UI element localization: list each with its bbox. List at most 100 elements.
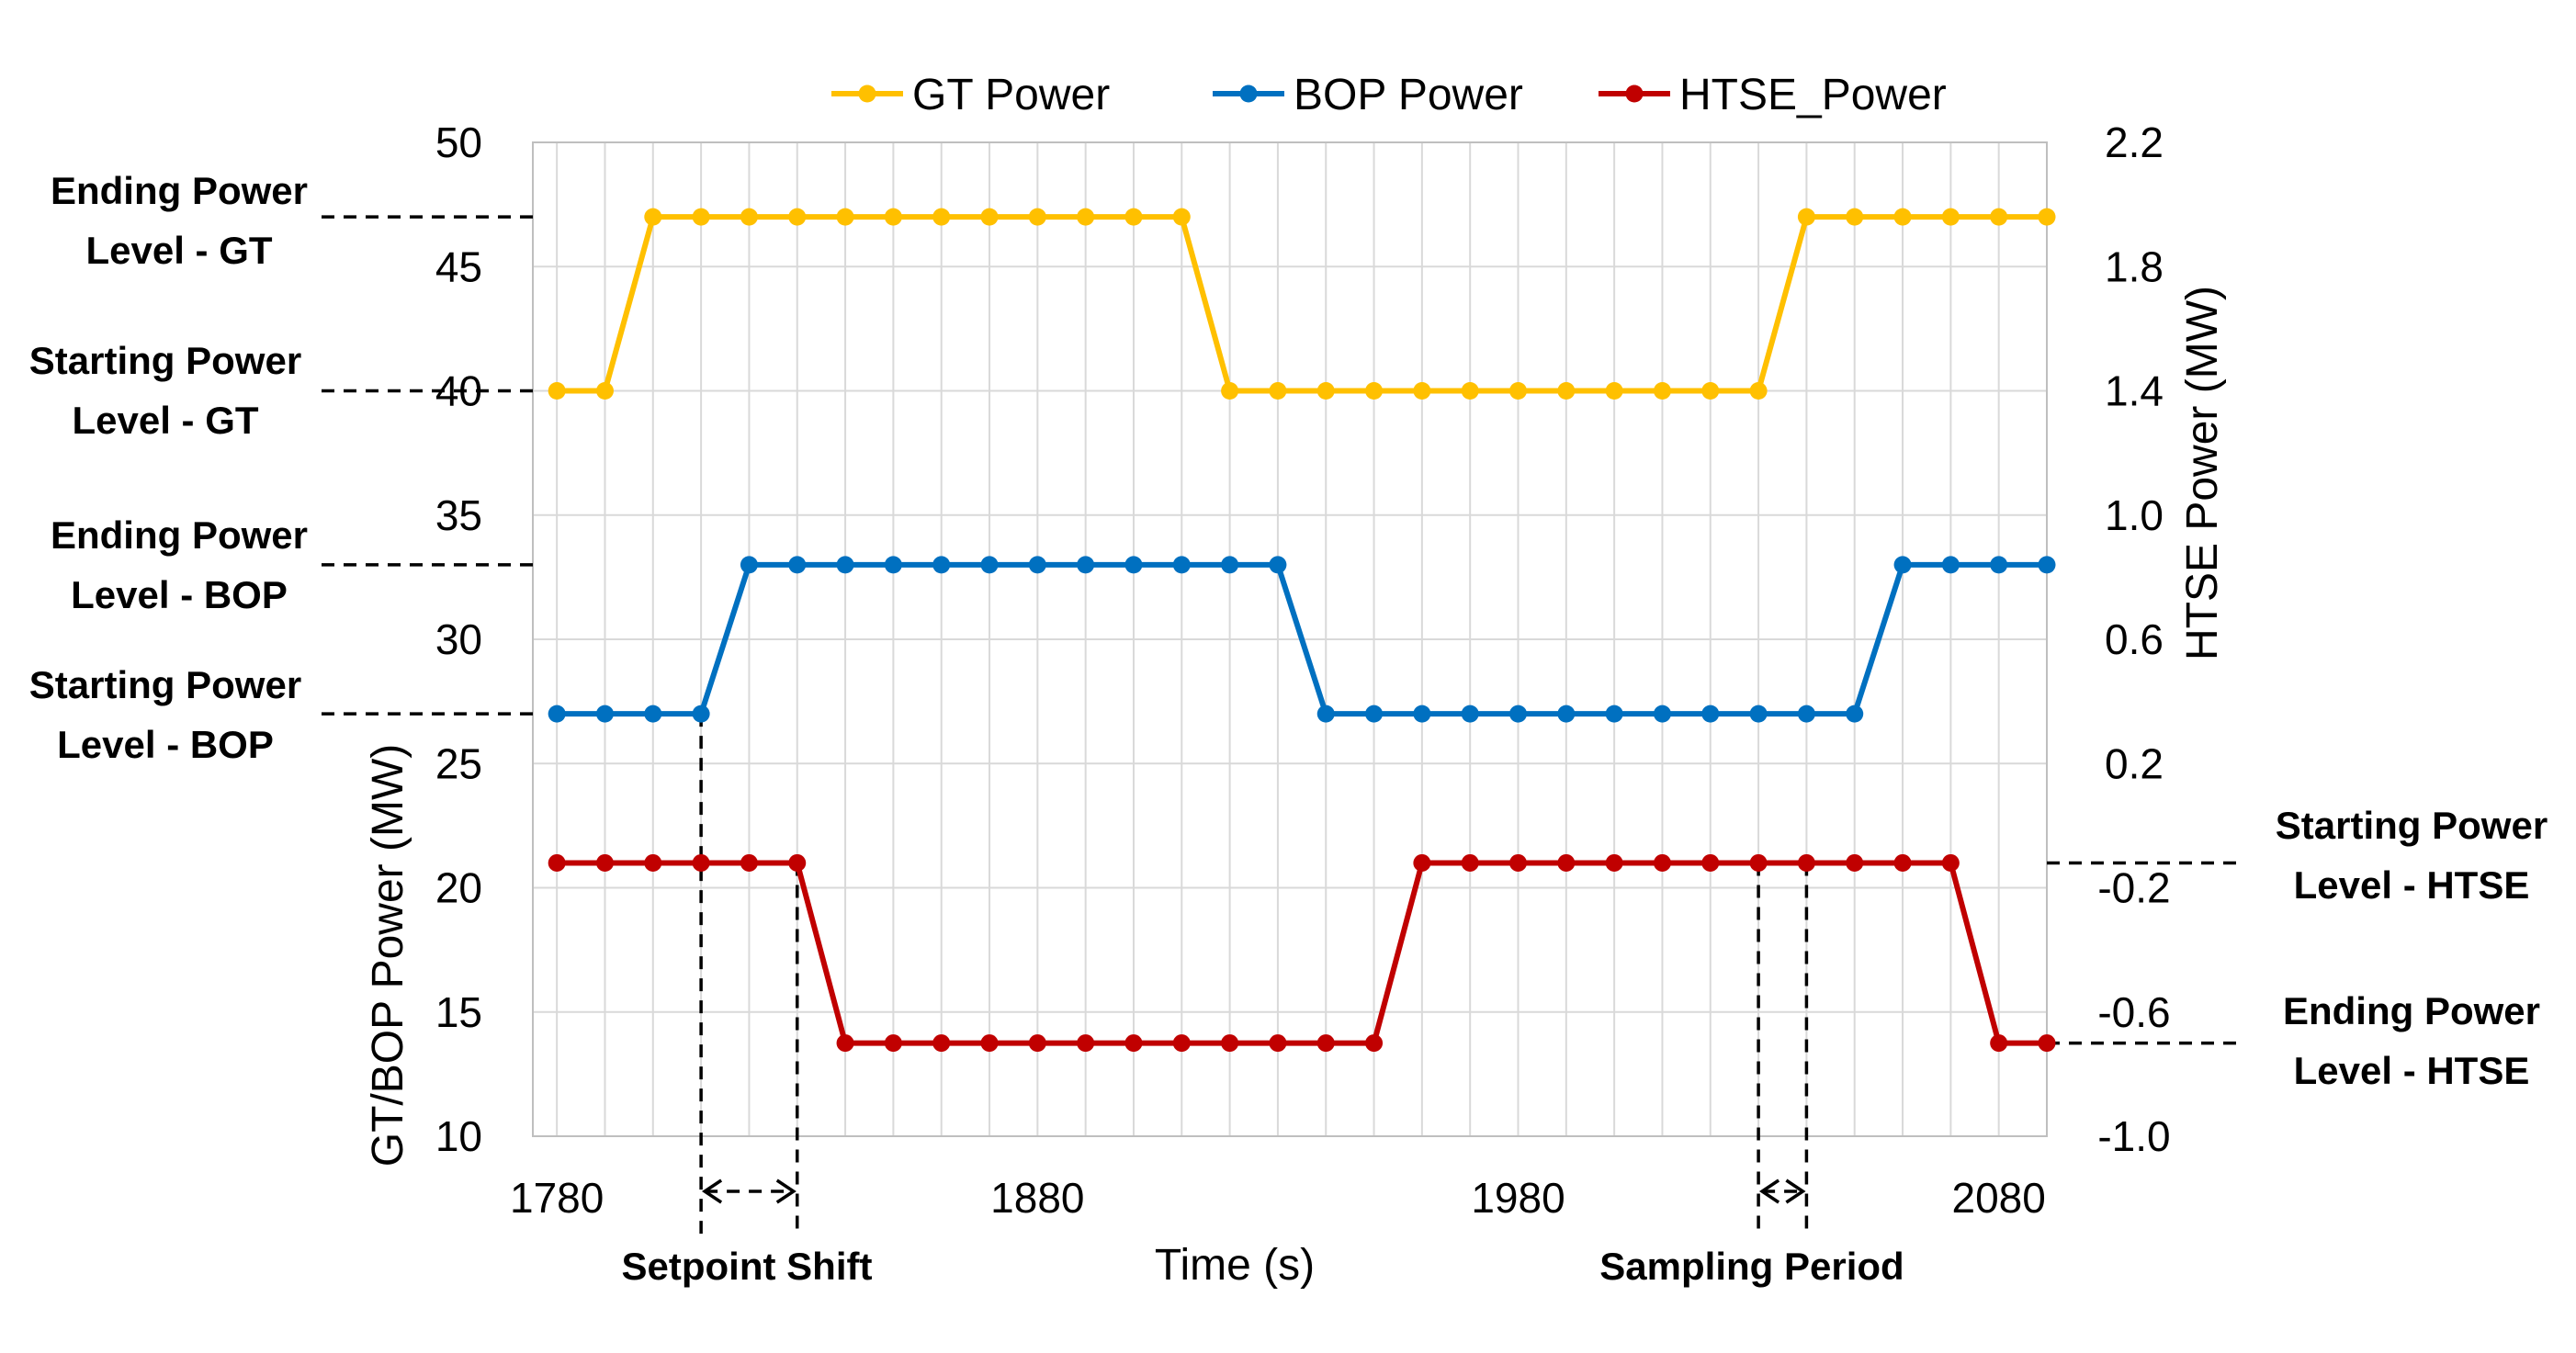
- htse-power-point: [1124, 1034, 1143, 1053]
- bop-power-point: [548, 705, 566, 723]
- right-y-tick-label: 1.0: [2105, 491, 2164, 539]
- bop-power-point: [1653, 705, 1671, 723]
- bop-power-point: [1365, 705, 1384, 723]
- legend-label-gt-power: GT Power: [912, 71, 1110, 119]
- bop-power-point: [1893, 556, 1912, 574]
- x-tick-label: 1980: [1471, 1174, 1565, 1222]
- htse-power-point: [1509, 853, 1528, 872]
- htse-power-point: [595, 853, 614, 872]
- gt-power-point: [1653, 382, 1671, 400]
- annotation-labels: Ending Power Level - GT Starting Power L…: [29, 169, 2548, 1288]
- gt-power-point: [595, 382, 614, 400]
- bop-power-point: [884, 556, 902, 574]
- gt-power-point: [1605, 382, 1623, 400]
- htse-power-point: [1365, 1034, 1384, 1053]
- htse-power-point: [1221, 1034, 1239, 1053]
- htse-power-point: [548, 853, 566, 872]
- gt-power-point: [1269, 382, 1287, 400]
- bop-power-point: [1316, 705, 1335, 723]
- htse-power-point: [1028, 1034, 1046, 1053]
- htse-power-point: [1172, 1034, 1191, 1053]
- legend-label-bop-power: BOP Power: [1294, 71, 1523, 119]
- right-y-tick-label: 0.2: [2105, 739, 2164, 787]
- gt-ending-label-line1: Ending Power: [51, 169, 308, 212]
- gt-starting-label-line1: Starting Power: [29, 339, 301, 382]
- legend: GT Power BOP Power HTSE_Power: [831, 71, 1947, 119]
- legend-marker-htse-power: [1625, 85, 1644, 103]
- legend-label-htse-power: HTSE_Power: [1679, 71, 1947, 119]
- gt-power-point: [1461, 382, 1479, 400]
- right-y-tick-label: 1.8: [2105, 242, 2164, 290]
- x-tick-label: 2080: [1952, 1174, 2046, 1222]
- setpoint-shift-label: Setpoint Shift: [622, 1245, 873, 1288]
- x-tick-label: 1880: [990, 1174, 1084, 1222]
- bop-power-point: [595, 705, 614, 723]
- htse-power-point: [1316, 1034, 1335, 1053]
- gt-power-point: [1749, 382, 1768, 400]
- bop-power-point: [932, 556, 951, 574]
- left-y-tick-label: 35: [435, 491, 482, 539]
- right-y-tick-label: -0.2: [2097, 864, 2170, 912]
- left-y-tick-label: 10: [435, 1112, 482, 1160]
- annotation-lines: [322, 215, 2242, 1235]
- bop-power-point: [1846, 705, 1864, 723]
- left-y-axis-title: GT/BOP Power (MW): [364, 744, 412, 1167]
- bop-power-point: [1461, 705, 1479, 723]
- bop-ending-label-line2: Level - BOP: [71, 573, 288, 616]
- gt-power-line: [557, 214, 2047, 394]
- gt-power-point: [1365, 382, 1384, 400]
- gt-starting-label-line2: Level - GT: [72, 399, 258, 442]
- gt-power-point: [932, 208, 951, 226]
- bop-power-point: [1990, 556, 2008, 574]
- htse-power-line: [557, 860, 2047, 1046]
- gt-power-point: [548, 382, 566, 400]
- htse-power-point: [1557, 853, 1576, 872]
- right-y-tick-label: 2.2: [2105, 118, 2164, 166]
- grid: [533, 141, 2048, 1137]
- legend-marker-bop-power: [1239, 85, 1258, 103]
- bop-power-point: [788, 556, 807, 574]
- bop-power-point: [836, 556, 854, 574]
- htse-power-point: [1846, 853, 1864, 872]
- gt-ending-label-line2: Level - GT: [85, 229, 272, 272]
- htse-power-point: [1413, 853, 1431, 872]
- gt-power-point: [1028, 208, 1046, 226]
- x-axis-title: Time (s): [1155, 1241, 1315, 1290]
- bop-power-point: [1941, 556, 1960, 574]
- gt-power-point: [1509, 382, 1528, 400]
- htse-power-point: [1077, 1034, 1095, 1053]
- plot-area: [532, 141, 2048, 1137]
- bop-ending-label-line1: Ending Power: [51, 513, 308, 557]
- gt-power-point: [1221, 382, 1239, 400]
- left-y-tick-label: 25: [435, 739, 482, 787]
- htse-power-point: [1701, 853, 1720, 872]
- bop-power-point: [1749, 705, 1768, 723]
- gt-power-point: [2038, 208, 2056, 226]
- htse-power-point: [692, 853, 710, 872]
- htse-power-point: [2038, 1034, 2056, 1053]
- sampling-period-label: Sampling Period: [1599, 1245, 1904, 1288]
- htse-starting-label-line2: Level - HTSE: [2294, 863, 2530, 907]
- bop-power-point: [1221, 556, 1239, 574]
- bop-power-point: [1172, 556, 1191, 574]
- gt-power-point: [1797, 208, 1815, 226]
- gt-power-point: [1893, 208, 1912, 226]
- legend-marker-gt-power: [858, 85, 876, 103]
- right-y-tick-label: -1.0: [2097, 1112, 2170, 1160]
- htse-power-point: [1941, 853, 1960, 872]
- htse-power-point: [1990, 1034, 2008, 1053]
- left-y-tick-label: 45: [435, 242, 482, 290]
- gt-power-point: [788, 208, 807, 226]
- htse-power-point: [740, 853, 758, 872]
- bop-power-point: [740, 556, 758, 574]
- left-y-tick-label: 15: [435, 988, 482, 1036]
- right-y-tick-label: 0.6: [2105, 615, 2164, 663]
- left-y-tick-label: 30: [435, 615, 482, 663]
- gt-power-point: [1701, 382, 1720, 400]
- right-y-tick-label: 1.4: [2105, 367, 2164, 415]
- gt-power-point: [740, 208, 758, 226]
- gt-power-point: [692, 208, 710, 226]
- htse-power-point: [1605, 853, 1623, 872]
- bop-power-point: [1269, 556, 1287, 574]
